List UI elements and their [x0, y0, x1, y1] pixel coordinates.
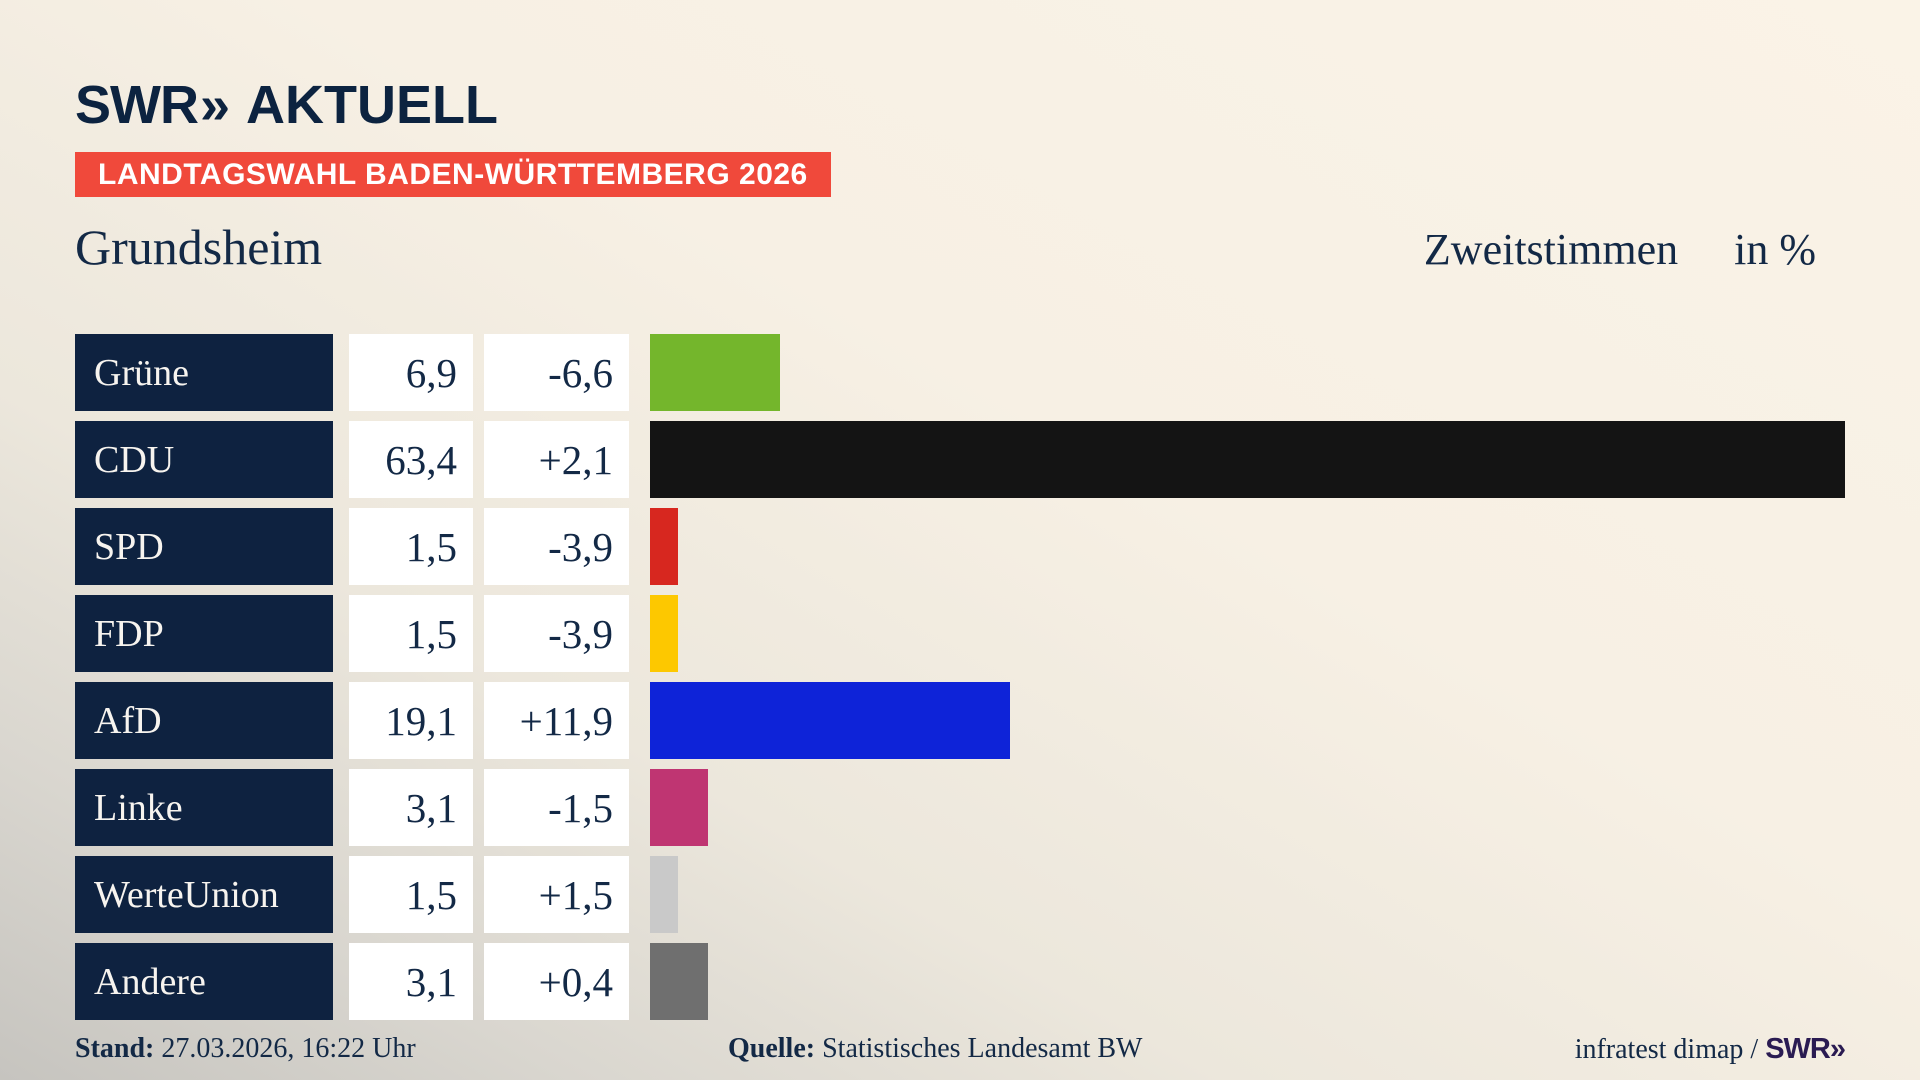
bar-track — [650, 682, 1845, 759]
value-cell: 3,1 — [349, 943, 473, 1020]
swr-wordmark: SWR — [75, 75, 199, 135]
value-cell: 6,9 — [349, 334, 473, 411]
bar-track — [650, 769, 1845, 846]
change-cell: -6,6 — [484, 334, 629, 411]
value-cell: 1,5 — [349, 595, 473, 672]
table-row: AfD 19,1 +11,9 — [75, 682, 1845, 759]
value-cell: 1,5 — [349, 856, 473, 933]
swr-logo-small: SWR» — [1765, 1033, 1846, 1065]
source-label: Quelle: — [728, 1033, 816, 1064]
result-bar — [650, 943, 709, 1020]
table-row: WerteUnion 1,5 +1,5 — [75, 856, 1845, 933]
election-banner: LANDTAGSWAHL BADEN-WÜRTTEMBERG 2026 — [75, 152, 831, 197]
change-cell: +2,1 — [484, 421, 629, 498]
value-cell: 1,5 — [349, 508, 473, 585]
bar-track — [650, 334, 1845, 411]
aktuell-wordmark: AKTUELL — [246, 75, 498, 135]
table-row: SPD 1,5 -3,9 — [75, 508, 1845, 585]
table-row: Linke 3,1 -1,5 — [75, 769, 1845, 846]
result-bar — [650, 508, 679, 585]
subtitle-vote-type: Zweitstimmen — [1423, 225, 1679, 274]
value-cell: 19,1 — [349, 682, 473, 759]
stand-label: Stand: — [75, 1033, 155, 1064]
bar-track — [650, 943, 1845, 1020]
table-row: Andere 3,1 +0,4 — [75, 943, 1845, 1020]
party-label: CDU — [75, 421, 333, 498]
swr-aktuell-logo: SWR » AKTUELL — [75, 78, 498, 132]
data-source: Quelle: Statistisches Landesamt BW — [728, 1032, 1142, 1066]
chart-subtitle: Zweitstimmen in % — [1424, 228, 1816, 272]
result-bar — [650, 334, 781, 411]
result-bar — [650, 856, 679, 933]
party-label: FDP — [75, 595, 333, 672]
change-cell: -1,5 — [484, 769, 629, 846]
credit-text: infratest dimap / — [1574, 1034, 1759, 1065]
stand-value: 27.03.2026, 16:22 Uhr — [161, 1033, 416, 1064]
change-cell: +11,9 — [484, 682, 629, 759]
status-timestamp: Stand: 27.03.2026, 16:22 Uhr — [75, 1032, 416, 1066]
table-row: CDU 63,4 +2,1 — [75, 421, 1845, 498]
party-label: Linke — [75, 769, 333, 846]
double-chevron-icon: » — [199, 75, 230, 135]
credit: infratest dimap / SWR» — [1574, 1032, 1846, 1067]
source-value: Statistisches Landesamt BW — [822, 1033, 1143, 1064]
change-cell: -3,9 — [484, 595, 629, 672]
change-cell: +1,5 — [484, 856, 629, 933]
change-cell: -3,9 — [484, 508, 629, 585]
bar-track — [650, 508, 1845, 585]
table-row: FDP 1,5 -3,9 — [75, 595, 1845, 672]
bar-track — [650, 421, 1845, 498]
party-label: AfD — [75, 682, 333, 759]
party-label: Grüne — [75, 334, 333, 411]
value-cell: 63,4 — [349, 421, 473, 498]
bar-track — [650, 595, 1845, 672]
result-bar — [650, 769, 709, 846]
page-title: Grundsheim — [75, 219, 323, 275]
result-bar — [650, 595, 679, 672]
party-label: Andere — [75, 943, 333, 1020]
results-table: Grüne 6,9 -6,6 CDU 63,4 +2,1 SPD 1,5 -3,… — [75, 334, 1845, 1030]
value-cell: 3,1 — [349, 769, 473, 846]
subtitle-unit: in % — [1734, 225, 1816, 274]
party-label: WerteUnion — [75, 856, 333, 933]
result-bar — [650, 421, 1845, 498]
party-label: SPD — [75, 508, 333, 585]
result-bar — [650, 682, 1010, 759]
bar-track — [650, 856, 1845, 933]
change-cell: +0,4 — [484, 943, 629, 1020]
table-row: Grüne 6,9 -6,6 — [75, 334, 1845, 411]
